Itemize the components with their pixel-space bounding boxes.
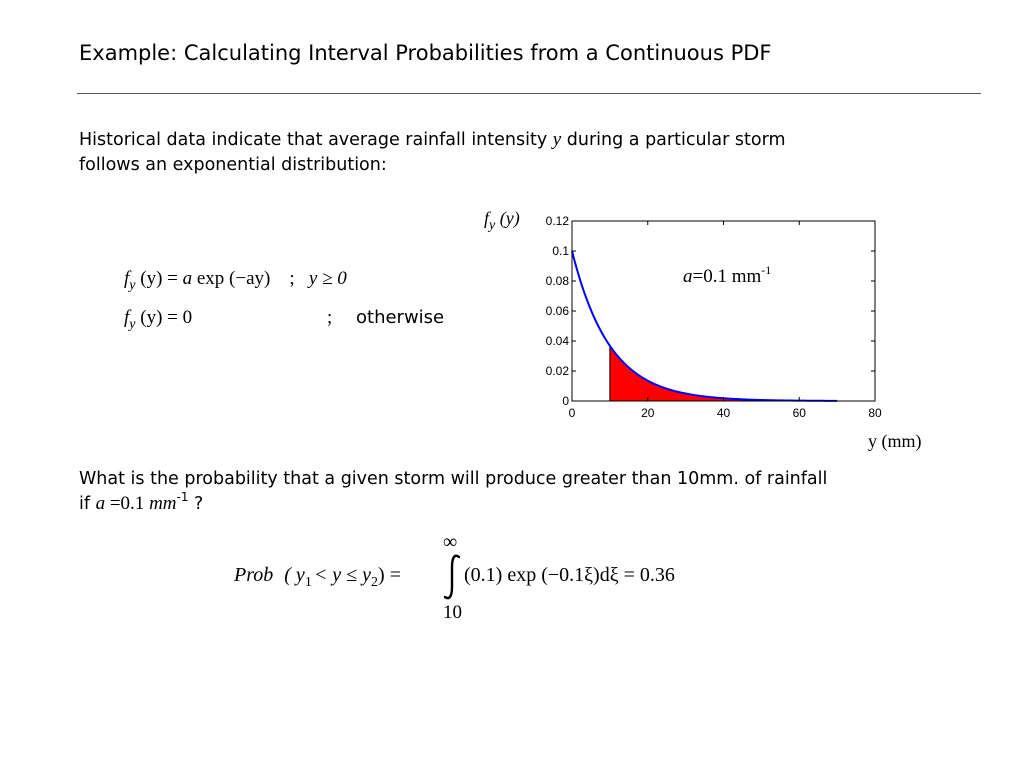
chart-xlabel: y (mm) [868, 431, 922, 451]
intro-line-1: Historical data indicate that average ra… [79, 128, 786, 153]
question-line-2: if a =0.1 mm-1 ? [79, 489, 827, 518]
shaded-area [609, 345, 838, 401]
x-tick-label: 20 [641, 406, 655, 420]
eq1-arg: (y) = [135, 268, 183, 289]
annotation-a: a [683, 266, 693, 287]
eq2-separator: ; [327, 307, 333, 328]
integral-sign-icon [443, 554, 461, 600]
ylabel-sub: y [489, 218, 496, 233]
pdf-equation-1: fy (y) = a exp (−ay) ; y ≥ 0 [124, 268, 347, 293]
y-tick-label: 0.1 [552, 244, 569, 258]
ylabel-arg: (y) [495, 208, 520, 228]
y-tick-label: 0.04 [546, 334, 570, 348]
x-tick-label: 80 [868, 406, 882, 420]
y-tick-label: 0.06 [546, 304, 570, 318]
eq2-condition: otherwise [356, 307, 445, 328]
intro-text-1b: during a particular storm [561, 130, 786, 150]
eq1-cond: y ≥ 0 [308, 268, 347, 289]
eq1-rest: exp (−ay) [192, 268, 271, 289]
integral-sub2: 2 [371, 575, 379, 590]
integral-prob: Prob [234, 564, 274, 586]
x-tick-label: 60 [793, 406, 807, 420]
ylabel-f: f [484, 208, 490, 228]
intro-text-1a: Historical data indicate that average ra… [79, 130, 553, 150]
annotation-rest: =0.1 mm [692, 266, 762, 287]
x-tick-label: 0 [569, 406, 576, 420]
eq1-sep: ; [270, 268, 309, 289]
integral-mid: < y ≤ y [313, 564, 372, 586]
eq2-f: f [124, 307, 130, 328]
question-if: if [79, 493, 96, 514]
title-divider [77, 93, 981, 94]
question-paragraph: What is the probability that a given sto… [79, 467, 827, 517]
integral-lhs: Prob ( y1 < y ≤ y2) = [234, 564, 401, 590]
eq1-f: f [124, 268, 130, 289]
question-a: a [95, 492, 106, 514]
eq1-a: a [182, 268, 193, 289]
question-sup: -1 [176, 489, 189, 504]
y-tick-label: 0 [562, 394, 569, 408]
pdf-equation-2: fy (y) = 0 [124, 307, 193, 332]
eq2-arg: (y) = 0 [135, 307, 193, 328]
intro-paragraph: Historical data indicate that average ra… [79, 128, 786, 177]
integral-upper-limit: ∞ [443, 531, 458, 553]
question-eq: =0.1 [105, 492, 150, 514]
pdf-chart: 0 20 40 60 80 0 0.02 0.04 0.06 0.08 0.1 0.12 [546, 214, 882, 420]
question-unit: mm [149, 492, 177, 514]
eq2-sub: y [129, 317, 136, 332]
intro-variable: y [552, 129, 562, 150]
x-tick-label: 40 [717, 406, 731, 420]
integral-sub1: 1 [304, 575, 312, 590]
integral-args: ( y [284, 564, 305, 586]
question-end: ? [188, 493, 204, 514]
intro-line-2: follows an exponential distribution: [79, 154, 387, 175]
question-line-1: What is the probability that a given sto… [79, 469, 828, 489]
eq1-sub: y [129, 278, 136, 293]
integral-rhs: (0.1) exp (−0.1ξ)dξ = 0.36 [464, 564, 675, 586]
slide-title: Example: Calculating Interval Probabilit… [79, 41, 772, 65]
y-tick-label: 0.08 [546, 274, 570, 288]
integral-end: ) = [378, 564, 401, 586]
y-tick-label: 0.02 [546, 364, 570, 378]
integral-lower-limit: 10 [443, 602, 462, 623]
chart-ylabel: fy (y) [484, 208, 520, 233]
chart-annotation: a=0.1 mm-1 [683, 263, 772, 288]
annotation-sup: -1 [761, 263, 772, 277]
y-tick-label: 0.12 [546, 214, 570, 228]
